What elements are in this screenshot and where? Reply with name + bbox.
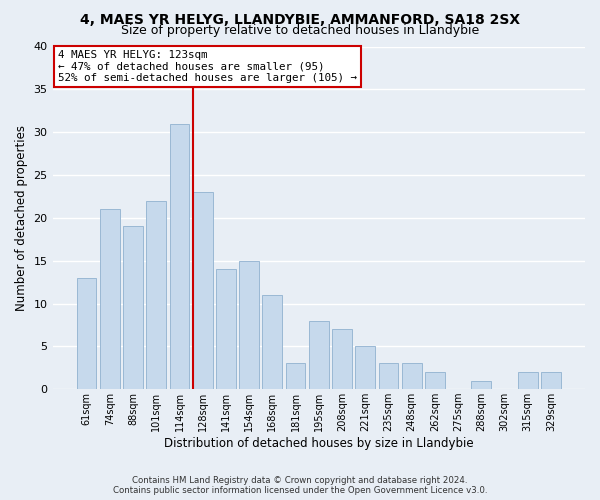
Text: 4 MAES YR HELYG: 123sqm
← 47% of detached houses are smaller (95)
52% of semi-de: 4 MAES YR HELYG: 123sqm ← 47% of detache… xyxy=(58,50,357,83)
Bar xyxy=(379,364,398,389)
Bar xyxy=(262,295,282,389)
Bar xyxy=(77,278,97,389)
Bar xyxy=(216,269,236,389)
X-axis label: Distribution of detached houses by size in Llandybie: Distribution of detached houses by size … xyxy=(164,437,473,450)
Bar xyxy=(286,364,305,389)
Bar xyxy=(309,320,329,389)
Bar xyxy=(541,372,561,389)
Text: Size of property relative to detached houses in Llandybie: Size of property relative to detached ho… xyxy=(121,24,479,37)
Bar xyxy=(425,372,445,389)
Bar xyxy=(355,346,375,389)
Y-axis label: Number of detached properties: Number of detached properties xyxy=(15,125,28,311)
Bar xyxy=(100,210,119,389)
Bar xyxy=(332,329,352,389)
Bar xyxy=(146,200,166,389)
Bar xyxy=(193,192,212,389)
Bar xyxy=(402,364,422,389)
Bar xyxy=(170,124,190,389)
Bar xyxy=(123,226,143,389)
Bar xyxy=(472,380,491,389)
Bar xyxy=(518,372,538,389)
Text: 4, MAES YR HELYG, LLANDYBIE, AMMANFORD, SA18 2SX: 4, MAES YR HELYG, LLANDYBIE, AMMANFORD, … xyxy=(80,12,520,26)
Bar xyxy=(239,260,259,389)
Text: Contains HM Land Registry data © Crown copyright and database right 2024.
Contai: Contains HM Land Registry data © Crown c… xyxy=(113,476,487,495)
